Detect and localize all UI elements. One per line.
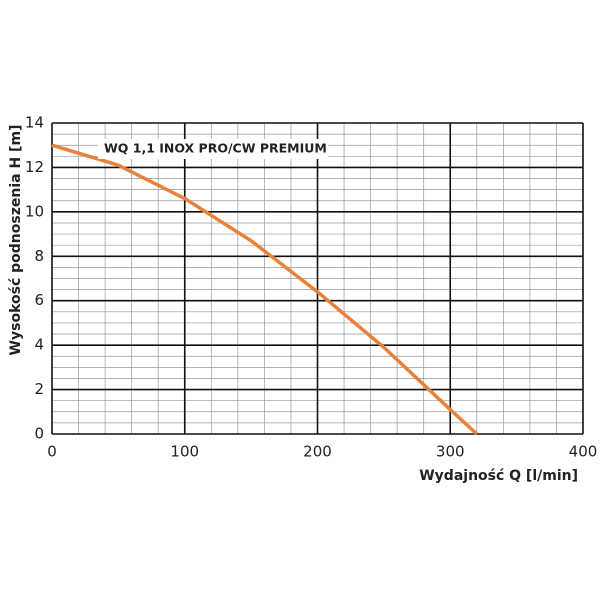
x-tick-label: 400 <box>569 443 598 461</box>
y-tick-label: 0 <box>34 425 44 443</box>
y-tick-label: 10 <box>25 202 44 220</box>
y-tick-label: 14 <box>25 114 44 132</box>
y-tick-label: 4 <box>34 336 44 354</box>
y-tick-label: 12 <box>25 158 44 176</box>
x-tick-label: 200 <box>303 443 332 461</box>
x-tick-label: 100 <box>170 443 199 461</box>
legend-label: WQ 1,1 INOX PRO/CW PREMIUM <box>104 141 327 156</box>
x-axis-label: Wydajność Q [l/min] <box>419 468 578 484</box>
x-tick-label: 300 <box>436 443 465 461</box>
x-tick-label: 0 <box>47 443 57 461</box>
y-tick-label: 8 <box>34 247 44 265</box>
y-tick-label: 6 <box>34 291 44 309</box>
curve <box>51 143 478 436</box>
legend-bg <box>98 139 328 159</box>
y-axis-label: Wysokość podnoszenia H [m] <box>8 125 24 356</box>
y-tick-label: 2 <box>34 380 44 398</box>
